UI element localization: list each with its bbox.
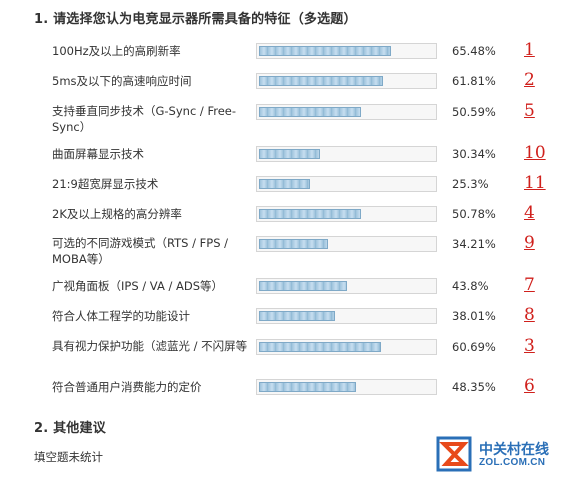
percent-bar-fill <box>259 281 347 291</box>
percent-value: 60.69% <box>452 340 496 354</box>
option-label: 2K及以上规格的高分辨率 <box>52 207 182 221</box>
percent-bar <box>256 278 437 294</box>
option-label: 符合普通用户消费能力的定价 <box>52 380 202 394</box>
rank-number: 5 <box>524 101 535 121</box>
percent-bar <box>256 73 437 89</box>
zol-logo-icon <box>436 436 472 472</box>
percent-bar <box>256 339 437 355</box>
percent-bar-fill <box>259 382 356 392</box>
percent-value: 65.48% <box>452 44 496 58</box>
zol-brand-url: ZOL.COM.CN <box>479 457 546 468</box>
percent-bar <box>256 308 437 324</box>
question-2-title: 2. 其他建议 <box>34 421 106 436</box>
rank-number: 2 <box>524 70 535 90</box>
percent-bar <box>256 146 437 162</box>
rank-number: 4 <box>524 203 535 223</box>
question-1-title: 1. 请选择您认为电竞显示器所需具备的特征（多选题） <box>34 12 357 27</box>
rank-number: 6 <box>524 376 535 396</box>
zol-watermark: 中关村在线 ZOL.COM.CN <box>434 434 564 474</box>
rank-number: 3 <box>524 336 535 356</box>
option-label: 具有视力保护功能（滤蓝光 / 不闪屏等 <box>52 339 248 353</box>
rank-number: 7 <box>524 275 535 295</box>
percent-bar-fill <box>259 149 320 159</box>
percent-value: 34.21% <box>452 237 496 251</box>
rank-number: 11 <box>524 173 546 193</box>
percent-bar-fill <box>259 179 310 189</box>
zol-brand-name: 中关村在线 <box>479 441 549 457</box>
percent-bar <box>256 43 437 59</box>
percent-bar-fill <box>259 311 335 321</box>
percent-value: 43.8% <box>452 279 489 293</box>
percent-bar <box>256 236 437 252</box>
percent-value: 61.81% <box>452 74 496 88</box>
rank-number: 1 <box>524 40 535 60</box>
question-2-note: 填空题未统计 <box>34 450 103 464</box>
option-label: 21:9超宽屏显示技术 <box>52 177 159 191</box>
option-label: 5ms及以下的高速响应时间 <box>52 74 192 88</box>
percent-value: 30.34% <box>452 147 496 161</box>
percent-value: 50.78% <box>452 207 496 221</box>
rank-number: 8 <box>524 305 535 325</box>
option-label: 曲面屏幕显示技术 <box>52 147 144 161</box>
percent-bar <box>256 206 437 222</box>
rank-number: 9 <box>524 233 535 253</box>
percent-bar-fill <box>259 209 361 219</box>
percent-value: 25.3% <box>452 177 489 191</box>
percent-bar-fill <box>259 107 361 117</box>
percent-bar-fill <box>259 342 381 352</box>
percent-value: 50.59% <box>452 105 496 119</box>
percent-bar <box>256 379 437 395</box>
option-label: 100Hz及以上的高刷新率 <box>52 44 181 58</box>
percent-bar-fill <box>259 76 383 86</box>
percent-bar <box>256 104 437 120</box>
percent-bar-fill <box>259 46 391 56</box>
percent-bar <box>256 176 437 192</box>
option-label: 可选的不同游戏模式（RTS / FPS / MOBA等） <box>52 236 229 266</box>
percent-value: 38.01% <box>452 309 496 323</box>
rank-number: 10 <box>524 143 546 163</box>
option-label: 支持垂直同步技术（G-Sync / Free-Sync） <box>52 104 237 134</box>
option-label: 符合人体工程学的功能设计 <box>52 309 190 323</box>
option-label: 广视角面板（IPS / VA / ADS等） <box>52 279 224 293</box>
percent-bar-fill <box>259 239 328 249</box>
percent-value: 48.35% <box>452 380 496 394</box>
